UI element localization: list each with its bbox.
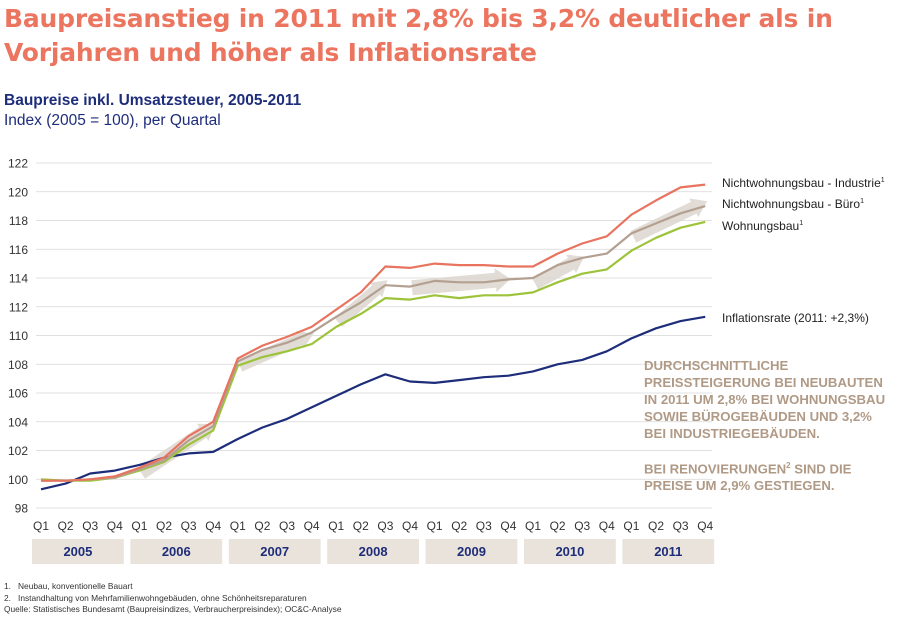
footnotes: 1. Neubau, konventionelle Bauart 2. Inst…	[4, 581, 884, 616]
x-tick-label: Q4	[205, 519, 221, 533]
year-label: 2011	[654, 544, 682, 559]
y-tick-label: 114	[9, 272, 28, 286]
x-tick-label: Q3	[181, 519, 197, 533]
x-tick-label: Q3	[574, 519, 590, 533]
y-tick-label: 118	[9, 214, 28, 228]
series-line-buero	[41, 205, 706, 482]
x-tick-label: Q2	[254, 519, 270, 533]
x-tick-label: Q3	[476, 519, 492, 533]
callout-paragraph-2-pre: Bei Renovierungen	[644, 461, 787, 477]
x-tick-label: Q3	[673, 519, 689, 533]
x-tick-label: Q2	[550, 519, 566, 533]
year-label: 2006	[162, 544, 191, 559]
x-tick-label: Q1	[623, 519, 639, 533]
y-tick-label: 120	[8, 185, 28, 199]
trend-arrow	[237, 330, 314, 372]
x-tick-label: Q2	[156, 519, 172, 533]
y-tick-label: 108	[8, 358, 28, 372]
callout-paragraph-2-post: sind die Preise um 2,9% gestiegen.	[644, 461, 852, 494]
y-tick-label: 116	[9, 243, 28, 257]
year-box	[130, 539, 223, 564]
year-box	[524, 539, 616, 564]
footnote-2: 2. Instandhaltung von Mehrfamilienwohnge…	[4, 593, 884, 605]
source-note: Quelle: Statistisches Bundesamt (Bauprei…	[4, 604, 342, 614]
series-label: Inflationsrate (2011: +2,3%)	[722, 311, 869, 325]
y-tick-label: 102	[8, 444, 28, 458]
x-tick-label: Q1	[131, 519, 147, 533]
x-tick-label: Q4	[107, 519, 123, 533]
x-tick-label: Q2	[58, 519, 74, 533]
series-label: Nichtwohnungsbau - Büro1	[722, 197, 864, 211]
year-boxes: 2005 2006 2007 2008 2009 2010 2011	[32, 539, 715, 564]
x-tick-label: Q3	[377, 519, 393, 533]
x-tick-label: Q4	[697, 519, 713, 533]
year-label: 2010	[555, 544, 584, 559]
footnote-number: 2.	[4, 592, 11, 603]
callout-paragraph-1: Durchschnittliche Preissteigerung bei Ne…	[644, 358, 886, 441]
year-box	[32, 539, 124, 564]
chart-subtitle: Baupreise inkl. Umsatzsteuer, 2005-2011	[4, 92, 302, 109]
y-tick-label: 104	[8, 415, 28, 429]
series-labels: Nichtwohnungsbau - Industrie1 Nichtwohnun…	[722, 176, 885, 325]
year-label: 2005	[63, 544, 92, 559]
y-tick-label: 122	[8, 157, 28, 171]
footnote-1: 1. Neubau, konventionelle Bauart	[4, 581, 884, 593]
year-box	[228, 539, 321, 564]
footnote-text: Neubau, konventionelle Bauart	[18, 581, 133, 591]
x-tick-label: Q1	[230, 519, 246, 533]
headline: Baupreisanstieg in 2011 mit 2,8% bis 3,2…	[4, 4, 833, 67]
callout-footnote-ref: 2	[786, 461, 791, 470]
y-tick-label: 98	[15, 502, 29, 516]
x-tick-label: Q4	[304, 519, 320, 533]
series-line-wohnungsbau	[40, 220, 706, 482]
x-tick-label: Q2	[451, 519, 467, 533]
series-line-inflation	[40, 315, 706, 491]
year-box	[425, 539, 518, 564]
x-tick-label: Q3	[279, 519, 295, 533]
footnote-number: 1.	[4, 581, 11, 591]
chart-gridlines	[36, 162, 712, 509]
y-tick-label: 106	[8, 387, 28, 401]
y-tick-label: 100	[8, 473, 28, 487]
callout-text: Durchschnittliche Preissteigerung bei Ne…	[644, 357, 894, 494]
x-tick-label: Q1	[525, 519, 541, 533]
x-tick-label: Q2	[353, 519, 369, 533]
series-lines	[40, 183, 706, 491]
year-label: 2009	[457, 544, 486, 559]
x-tick-label: Q4	[402, 519, 418, 533]
x-tick-label: Q4	[599, 519, 615, 533]
x-tick-label: Q3	[82, 519, 98, 533]
series-label: Wohnungsbau1	[722, 219, 803, 233]
x-tick-label: Q1	[328, 519, 344, 533]
year-box	[327, 539, 419, 564]
series-label: Nichtwohnungsbau - Industrie1	[722, 176, 885, 190]
year-box	[622, 539, 715, 564]
year-label: 2007	[260, 544, 289, 559]
y-axis-tick-labels: 98 100 102 104 106 108 110 112 114 116 118 120 122	[8, 157, 28, 516]
x-tick-label: Q1	[33, 519, 49, 533]
x-tick-label: Q2	[648, 519, 664, 533]
year-label: 2008	[359, 544, 388, 559]
series-line-industrie	[41, 183, 706, 482]
x-axis-tick-labels: Q1 Q2 Q3 Q4 Q1 Q2 Q3 Q4 Q1 Q2 Q3 Q4 Q1 Q2 Q3 Q4 Q1 Q2 Q3 Q4…	[33, 519, 714, 533]
x-tick-label: Q4	[500, 519, 516, 533]
chart-unit-label: Index (2005 = 100), per Quartal	[4, 112, 221, 129]
y-tick-label: 110	[9, 329, 28, 343]
callout-paragraph-2: Bei Renovierungen2 sind die Preise um 2,…	[644, 457, 894, 494]
y-tick-label: 112	[9, 300, 28, 314]
trend-arrow	[531, 254, 585, 290]
x-tick-label: Q1	[427, 519, 443, 533]
trend-arrow	[630, 198, 708, 243]
footnote-text: Instandhaltung von Mehrfamilienwohngebäu…	[18, 592, 307, 603]
